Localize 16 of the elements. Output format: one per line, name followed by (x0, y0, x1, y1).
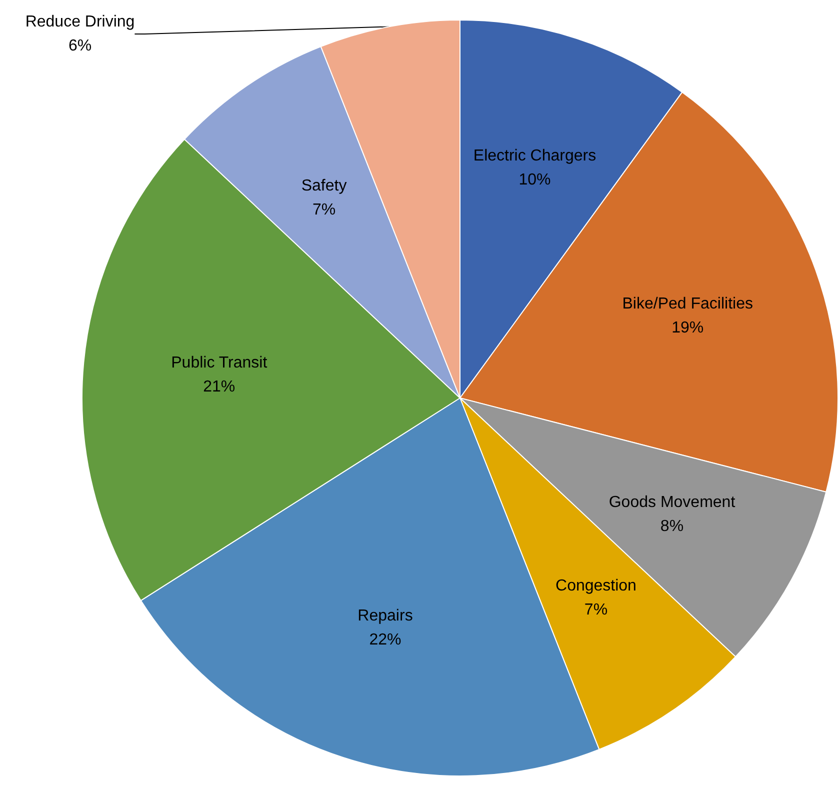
slice-label: Public Transit (171, 354, 268, 372)
slice-label: Reduce Driving (25, 14, 135, 30)
data-label: 22% (369, 632, 402, 649)
data-label: 19% (672, 320, 704, 337)
data-label: 8% (660, 518, 684, 536)
slice-label: Bike/Ped Facilities (622, 296, 753, 313)
data-label: 21% (203, 378, 236, 396)
data-label: 10% (518, 171, 551, 188)
slice-label: Goods Movement (608, 494, 736, 512)
data-label: 7% (584, 602, 608, 619)
data-label: 6% (68, 38, 92, 54)
slice-label: Electric Chargers (473, 147, 596, 164)
slice-label: Safety (301, 177, 347, 194)
data-label: 7% (312, 201, 336, 218)
slice-label: Repairs (358, 608, 413, 625)
slice-label: Congestion (556, 578, 636, 595)
